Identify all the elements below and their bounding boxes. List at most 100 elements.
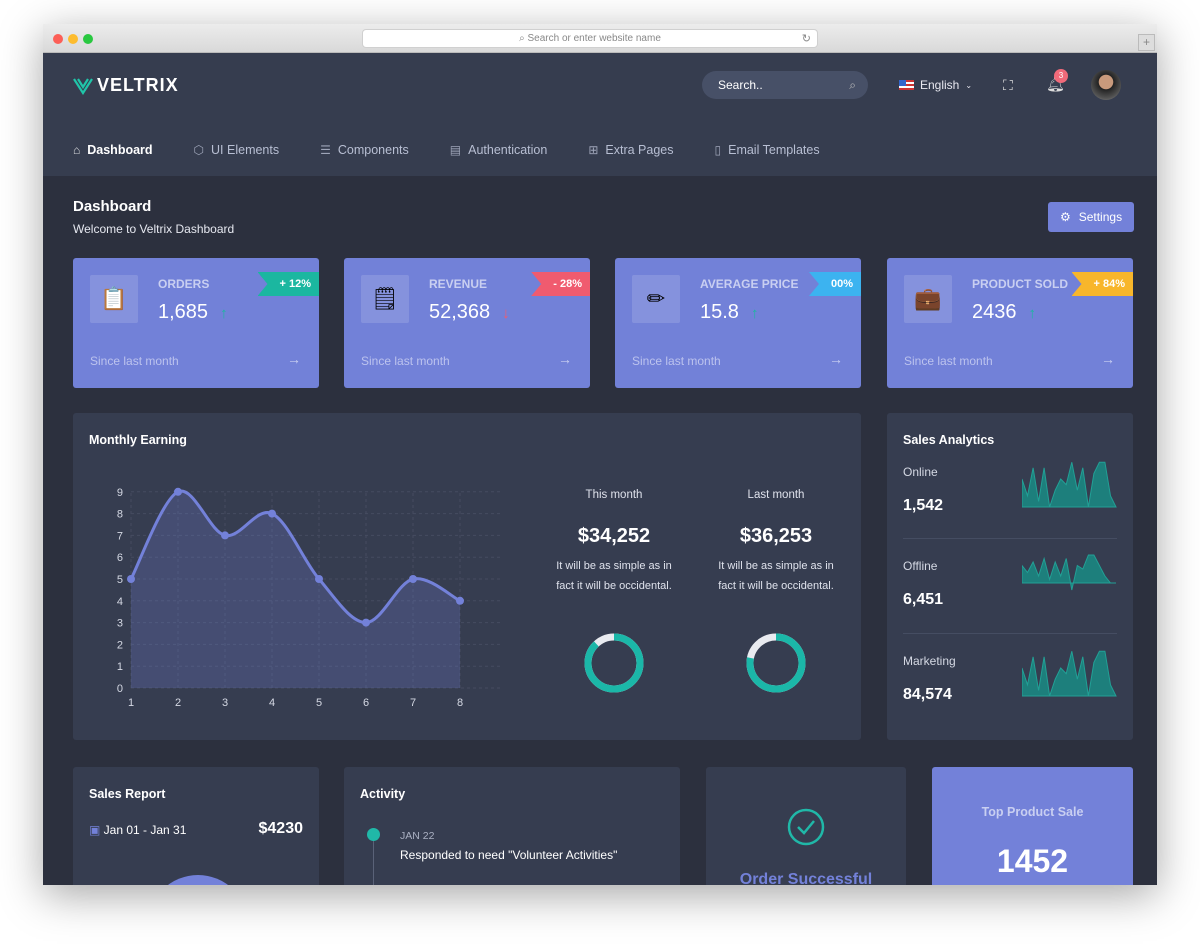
notification-badge: 3 <box>1054 69 1068 83</box>
stat-card-average-price: ✏ AVERAGE PRICE 15.8 ↑ 00% Since last mon… <box>615 258 861 388</box>
order-card: Order Successful <box>706 767 906 885</box>
avatar[interactable] <box>1091 70 1121 100</box>
check-circle-icon <box>787 808 825 846</box>
this-month-desc: It will be as simple as in <box>556 560 672 572</box>
stat-footer: Since last month <box>632 354 721 368</box>
analytics-value: 6,451 <box>903 591 944 608</box>
y-tick-label: 8 <box>117 509 123 521</box>
card-title: Sales Report <box>89 787 166 801</box>
last-month-desc: fact it will be occidental. <box>718 580 834 592</box>
arrow-right-icon[interactable]: → <box>287 351 301 367</box>
divider <box>903 538 1117 539</box>
stat-footer: Since last month <box>904 354 993 368</box>
settings-label: Settings <box>1078 210 1123 224</box>
minimize-window-button[interactable] <box>68 34 78 44</box>
arrow-right-icon[interactable]: → <box>1101 351 1115 367</box>
this-month-desc: fact it will be occidental. <box>556 580 672 592</box>
analytics-item: Offline 6,451 <box>903 559 943 609</box>
layers-icon: ☰ <box>320 143 331 157</box>
briefcase-icon: 💼 <box>904 275 952 323</box>
nav-item-authentication[interactable]: ▤ Authentication <box>450 143 548 157</box>
analytics-value: 84,574 <box>903 686 952 703</box>
x-tick-label: 2 <box>175 697 181 709</box>
sales-analytics-card: Sales Analytics Online 1,542 Offline 6,451 M… <box>887 413 1133 740</box>
search-icon: ⌕ <box>519 33 528 44</box>
stat-footer: Since last month <box>361 354 450 368</box>
y-tick-label: 7 <box>117 530 123 542</box>
y-tick-label: 3 <box>117 618 123 630</box>
nav-item-ui-elements[interactable]: ⬡ UI Elements <box>194 143 280 157</box>
last-month-desc: It will be as simple as in <box>718 560 834 572</box>
stat-card-orders: 📋 ORDERS 1,685 ↑ + 12% Since last month → <box>73 258 319 388</box>
search-input[interactable]: Search.. ⌕ <box>702 71 868 99</box>
nav-item-dashboard[interactable]: ⌂ Dashboard <box>73 143 153 157</box>
arrow-right-icon[interactable]: → <box>558 351 572 367</box>
bookmark-icon: ▯ <box>714 143 722 157</box>
stat-label: AVERAGE PRICE <box>700 277 799 291</box>
cube-icon: ⬡ <box>193 143 205 157</box>
activity-text: Responded to need "Volunteer Activities" <box>400 848 618 862</box>
data-point <box>362 618 370 627</box>
card-title: Activity <box>360 787 406 801</box>
nav-label: Components <box>337 143 409 157</box>
home-icon: ⌂ <box>73 143 81 157</box>
language-selector[interactable]: English ⌄ <box>899 78 972 92</box>
arrow-down-icon: ↓ <box>502 305 510 322</box>
nav-item-email-templates[interactable]: ▯ Email Templates <box>715 143 820 157</box>
address-placeholder: Search or enter website name <box>527 33 661 44</box>
settings-button[interactable]: ⚙ Settings <box>1048 202 1134 232</box>
arrow-up-icon: ↑ <box>220 305 228 322</box>
analytics-value: 1,542 <box>903 497 944 514</box>
sparkline-area <box>1022 554 1116 591</box>
close-window-button[interactable] <box>53 34 63 44</box>
sparkline-area <box>1022 461 1117 508</box>
data-point <box>174 487 182 496</box>
analytics-item: Marketing 84,574 <box>903 654 956 704</box>
analytics-label: Online <box>903 465 938 479</box>
stat-card-revenue: 🗒 REVENUE 52,368 ↓ - 28% Since last month… <box>344 258 590 388</box>
calendar-icon: ▣ <box>89 823 104 837</box>
x-tick-label: 1 <box>128 697 134 709</box>
maximize-window-button[interactable] <box>83 34 93 44</box>
card-title: Sales Analytics <box>903 433 995 447</box>
nav-item-extra-pages[interactable]: ⊞ Extra Pages <box>588 143 673 157</box>
this-month-label: This month <box>585 489 643 501</box>
data-point <box>409 575 417 583</box>
search-icon[interactable]: ⌕ <box>849 78 856 92</box>
data-point <box>221 531 229 540</box>
new-tab-button[interactable]: + <box>1138 34 1155 51</box>
brand-logo[interactable]: VELTRIX <box>73 75 179 96</box>
reload-icon[interactable]: ↻ <box>801 33 811 45</box>
sales-report-donut <box>148 875 248 885</box>
fullscreen-icon[interactable]: ⛶ <box>1003 77 1013 93</box>
brand-name: VELTRIX <box>97 75 179 95</box>
stat-value: 15.8 <box>700 301 739 323</box>
analytics-label: Offline <box>903 559 938 573</box>
change-badge: + 84% <box>1071 272 1133 296</box>
date-range[interactable]: Jan 01 - Jan 31 <box>103 823 187 837</box>
analytics-label: Marketing <box>903 654 956 668</box>
change-badge: + 12% <box>257 272 319 296</box>
browser-chrome: ⌕ Search or enter website name ↻ + <box>43 24 1157 53</box>
top-product-card: Top Product Sale 1452 <box>932 767 1133 885</box>
x-tick-label: 6 <box>363 697 369 709</box>
stat-value: 1,685 <box>158 301 209 323</box>
y-tick-label: 0 <box>117 683 123 695</box>
address-bar[interactable]: ⌕ Search or enter website name ↻ <box>362 29 818 48</box>
divider <box>903 633 1117 634</box>
sparkline <box>1022 461 1117 508</box>
data-point <box>268 509 276 518</box>
last-month-donut <box>746 633 806 693</box>
last-month-summary: Last month $36,253 It will be as simple … <box>701 489 851 699</box>
data-point <box>456 596 464 605</box>
stat-value: 2436 <box>972 301 1017 323</box>
pencil-icon: ✏ <box>632 275 680 323</box>
donut-value <box>746 633 806 693</box>
arrow-right-icon[interactable]: → <box>829 351 843 367</box>
top-header: VELTRIX Search.. ⌕ English ⌄ ⛶ 🔔︎ 3 ⌂ Dashb… <box>43 53 1157 176</box>
nav-item-components[interactable]: ☰ Components <box>320 143 409 157</box>
y-tick-label: 1 <box>117 661 123 673</box>
timeline-dot <box>367 828 380 841</box>
